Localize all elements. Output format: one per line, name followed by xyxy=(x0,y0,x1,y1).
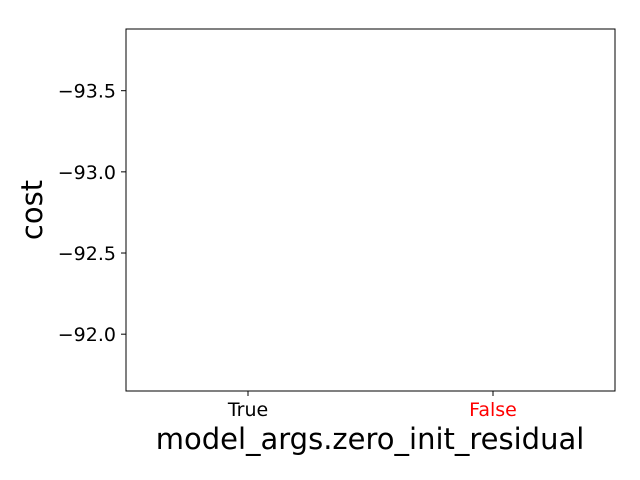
x-tick-label-false: False xyxy=(469,399,517,421)
plot-area-frame xyxy=(126,29,615,391)
y-axis-label: cost xyxy=(15,180,49,240)
y-tick-label: −93.5 xyxy=(58,81,116,103)
x-axis-label: model_args.zero_init_residual xyxy=(156,422,585,456)
y-tick-label: −92.0 xyxy=(58,324,116,346)
x-tick-label-true: True xyxy=(227,399,268,421)
y-tick-label: −93.0 xyxy=(58,162,116,184)
y-tick-label: −92.5 xyxy=(58,243,116,265)
